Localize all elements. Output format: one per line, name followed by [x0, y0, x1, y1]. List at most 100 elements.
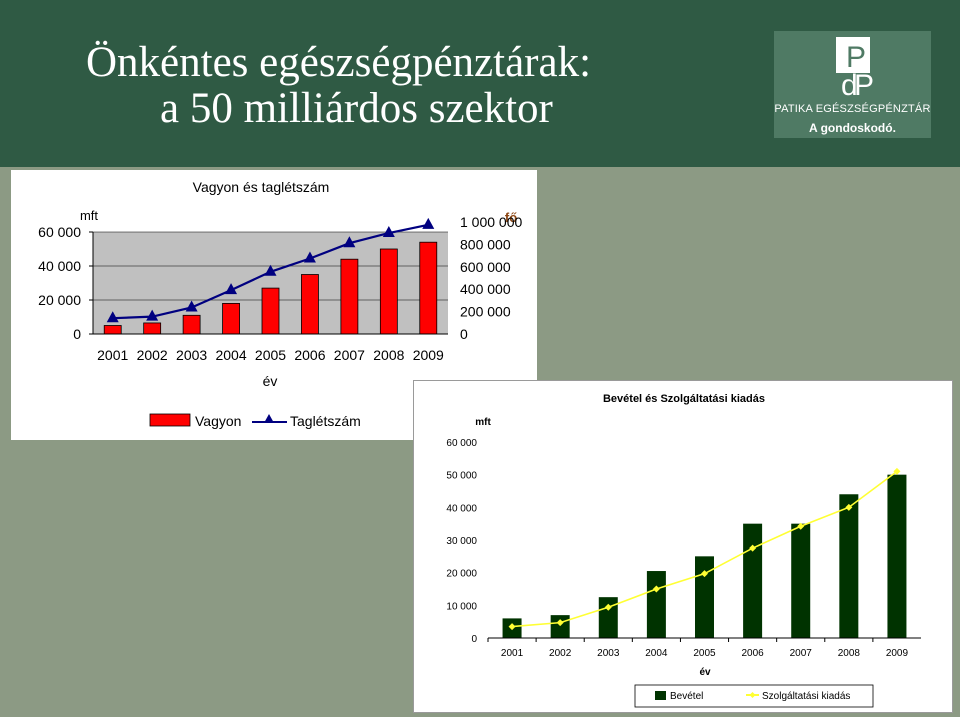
chart1-point-taglet	[225, 283, 238, 295]
chart1-left-tick-label: 60 000	[38, 224, 81, 240]
chart2-point-kiadas	[652, 585, 660, 593]
chart1-right-tick-label: 800 000	[460, 236, 511, 252]
chart1-x-tick-label: 2004	[215, 347, 246, 363]
chart2-x-tick-label: 2006	[741, 648, 764, 659]
chart1-bar-vagyon	[340, 258, 359, 335]
chart2-x-tick-label: 2008	[838, 648, 861, 659]
logo-tagline: A gondoskodó.	[809, 121, 896, 135]
chart1-bar-vagyon	[143, 322, 162, 335]
chart1-bar-vagyon	[301, 274, 319, 335]
legend-bevetel-label: Bevétel	[670, 691, 703, 702]
chart1-right-tick-label: 200 000	[460, 304, 511, 320]
chart2-bar-bevetel	[550, 615, 570, 638]
svg-text:P: P	[846, 41, 866, 74]
chart1-x-axis-label: év	[263, 373, 278, 389]
header-banner: Önkéntes egészségpénztárak: a 50 milliár…	[0, 0, 960, 167]
chart1-x-tick-label: 2008	[373, 347, 404, 363]
chart2-x-tick-label: 2009	[886, 648, 909, 659]
chart1-right-axis-label: fő	[505, 210, 517, 225]
vagyon-taglet-chart: Vagyon és taglétszám mft fő 0 20 000 40 00…	[38, 179, 522, 429]
chart2-y-tick-label: 30 000	[446, 536, 477, 547]
chart1-x-tick-label: 2007	[334, 347, 365, 363]
chart2-point-kiadas	[556, 619, 564, 627]
chart2-legend: Bevétel Szolgáltatási kiadás	[634, 684, 874, 708]
chart1-point-taglet	[343, 236, 356, 248]
legend-bevetel-swatch	[655, 691, 666, 700]
chart1-point-taglet	[185, 300, 198, 312]
chart2-point-kiadas	[749, 544, 757, 552]
bevetel-chart-panel: Bevétel és Szolgáltatási kiadás mft 0 10 …	[413, 380, 953, 713]
chart1-point-taglet	[303, 251, 316, 263]
chart2-point-kiadas	[604, 603, 612, 611]
chart1-left-tick-label: 40 000	[38, 258, 81, 274]
chart2-y-tick-label: 60 000	[446, 438, 477, 449]
chart2-bar-bevetel	[839, 494, 859, 638]
legend-kiadas-marker	[749, 692, 756, 698]
chart1-point-taglet	[382, 226, 395, 238]
chart1-bar-vagyon	[103, 325, 122, 335]
chart2-x-tick-label: 2002	[549, 648, 572, 659]
page-title: Önkéntes egészségpénztárak: a 50 milliár…	[86, 40, 591, 132]
chart1-left-tick-label: 0	[73, 326, 81, 342]
title-line-2: a 50 milliárdos szektor	[160, 85, 553, 132]
chart2-x-tick-label: 2004	[645, 648, 668, 659]
chart1-right-tick-label: 400 000	[460, 281, 511, 297]
chart2-point-kiadas	[701, 570, 708, 578]
chart2-y-tick-label: 0	[471, 634, 477, 645]
chart2-bar-bevetel	[743, 523, 763, 638]
chart2-y-tick-label: 10 000	[446, 601, 477, 612]
chart1-title: Vagyon és taglétszám	[193, 179, 330, 195]
chart1-bar-vagyon	[419, 241, 438, 335]
chart2-point-kiadas	[797, 522, 805, 530]
svg-text:d: d	[841, 69, 858, 101]
bevetel-kiadas-chart: Bevétel és Szolgáltatási kiadás mft 0 10 …	[446, 393, 921, 708]
legend-taglet-marker	[264, 414, 274, 423]
logo-mark-icon: P d P	[836, 37, 874, 101]
chart2-y-tick-label: 40 000	[446, 503, 477, 514]
chart1-x-tick-label: 2003	[176, 347, 207, 363]
chart2-y-axis-label: mft	[475, 417, 491, 428]
chart2-point-kiadas	[508, 623, 516, 631]
chart2-x-tick-label: 2001	[501, 648, 524, 659]
logo-name: PATIKA EGÉSZSÉGPÉNZTÁR	[774, 103, 931, 115]
chart1-point-taglet	[264, 264, 277, 276]
chart1-left-axis-label: mft	[80, 208, 98, 223]
chart1-right-tick-label: 0	[460, 326, 468, 342]
chart1-bar-vagyon	[222, 302, 240, 335]
chart2-x-axis-label: év	[699, 667, 711, 678]
patika-logo: P d P PATIKA EGÉSZSÉGPÉNZTÁR A gondoskod…	[774, 31, 931, 138]
svg-text:P: P	[854, 69, 874, 101]
legend-vagyon-swatch	[149, 413, 191, 427]
chart1-x-tick-label: 2001	[97, 347, 128, 363]
chart2-x-tick-label: 2003	[597, 648, 620, 659]
chart2-title: Bevétel és Szolgáltatási kiadás	[603, 393, 765, 405]
legend-vagyon-label: Vagyon	[195, 413, 241, 429]
chart1-right-tick-label: 1 000 000	[460, 214, 522, 230]
chart1-bar-vagyon	[182, 314, 201, 335]
chart2-bar-bevetel	[598, 597, 618, 638]
chart1-x-tick-label: 2006	[294, 347, 325, 363]
chart1-x-tick-label: 2009	[413, 347, 444, 363]
chart2-bar-bevetel	[695, 556, 714, 638]
chart2-point-kiadas	[893, 467, 901, 475]
chart1-point-taglet	[106, 311, 119, 323]
chart2-y-tick-label: 50 000	[446, 471, 477, 482]
title-line-1: Önkéntes egészségpénztárak:	[86, 39, 592, 86]
legend-kiadas-label: Szolgáltatási kiadás	[762, 691, 850, 702]
chart2-point-kiadas	[845, 503, 853, 511]
chart1-point-taglet	[146, 309, 159, 321]
chart2-bar-bevetel	[646, 571, 666, 638]
legend-taglet-label: Taglétszám	[290, 413, 361, 429]
chart1-bar-vagyon	[261, 287, 280, 335]
chart1-bar-vagyon	[379, 248, 398, 335]
chart2-x-tick-label: 2005	[693, 648, 716, 659]
chart1-x-tick-label: 2002	[137, 347, 168, 363]
chart2-x-tick-label: 2007	[790, 648, 813, 659]
chart1-right-tick-label: 600 000	[460, 259, 511, 275]
chart2-bar-bevetel	[791, 523, 811, 638]
chart1-x-tick-label: 2005	[255, 347, 286, 363]
chart1-point-taglet	[422, 217, 435, 229]
chart1-left-tick-label: 20 000	[38, 292, 81, 308]
chart2-bar-bevetel	[887, 474, 907, 638]
chart1-legend: Vagyon Taglétszám	[149, 413, 361, 429]
